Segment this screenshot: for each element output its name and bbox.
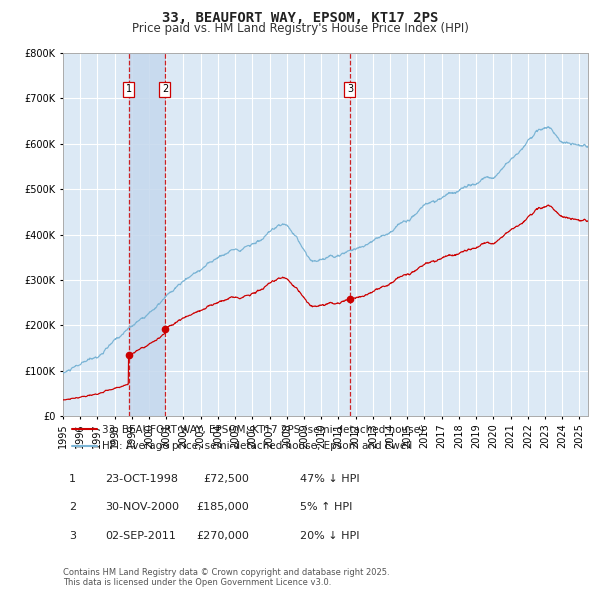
Text: 1: 1: [125, 84, 131, 94]
Text: 33, BEAUFORT WAY, EPSOM, KT17 2PS: 33, BEAUFORT WAY, EPSOM, KT17 2PS: [162, 11, 438, 25]
Text: 20% ↓ HPI: 20% ↓ HPI: [300, 531, 359, 540]
Text: 5% ↑ HPI: 5% ↑ HPI: [300, 503, 352, 512]
Text: 23-OCT-1998: 23-OCT-1998: [105, 474, 178, 484]
Text: Contains HM Land Registry data © Crown copyright and database right 2025.
This d: Contains HM Land Registry data © Crown c…: [63, 568, 389, 587]
Text: 2: 2: [162, 84, 168, 94]
Text: £72,500: £72,500: [203, 474, 249, 484]
Text: 3: 3: [69, 531, 76, 540]
Text: Price paid vs. HM Land Registry's House Price Index (HPI): Price paid vs. HM Land Registry's House …: [131, 22, 469, 35]
Text: 02-SEP-2011: 02-SEP-2011: [105, 531, 176, 540]
Text: 2: 2: [69, 503, 76, 512]
Text: 1: 1: [69, 474, 76, 484]
Text: HPI: Average price, semi-detached house, Epsom and Ewell: HPI: Average price, semi-detached house,…: [103, 441, 413, 451]
Text: 30-NOV-2000: 30-NOV-2000: [105, 503, 179, 512]
Text: 3: 3: [347, 84, 353, 94]
Text: £270,000: £270,000: [196, 531, 249, 540]
Bar: [128, 53, 165, 416]
Text: 47% ↓ HPI: 47% ↓ HPI: [300, 474, 359, 484]
Text: 33, BEAUFORT WAY, EPSOM, KT17 2PS (semi-detached house): 33, BEAUFORT WAY, EPSOM, KT17 2PS (semi-…: [103, 424, 424, 434]
Text: £185,000: £185,000: [196, 503, 249, 512]
